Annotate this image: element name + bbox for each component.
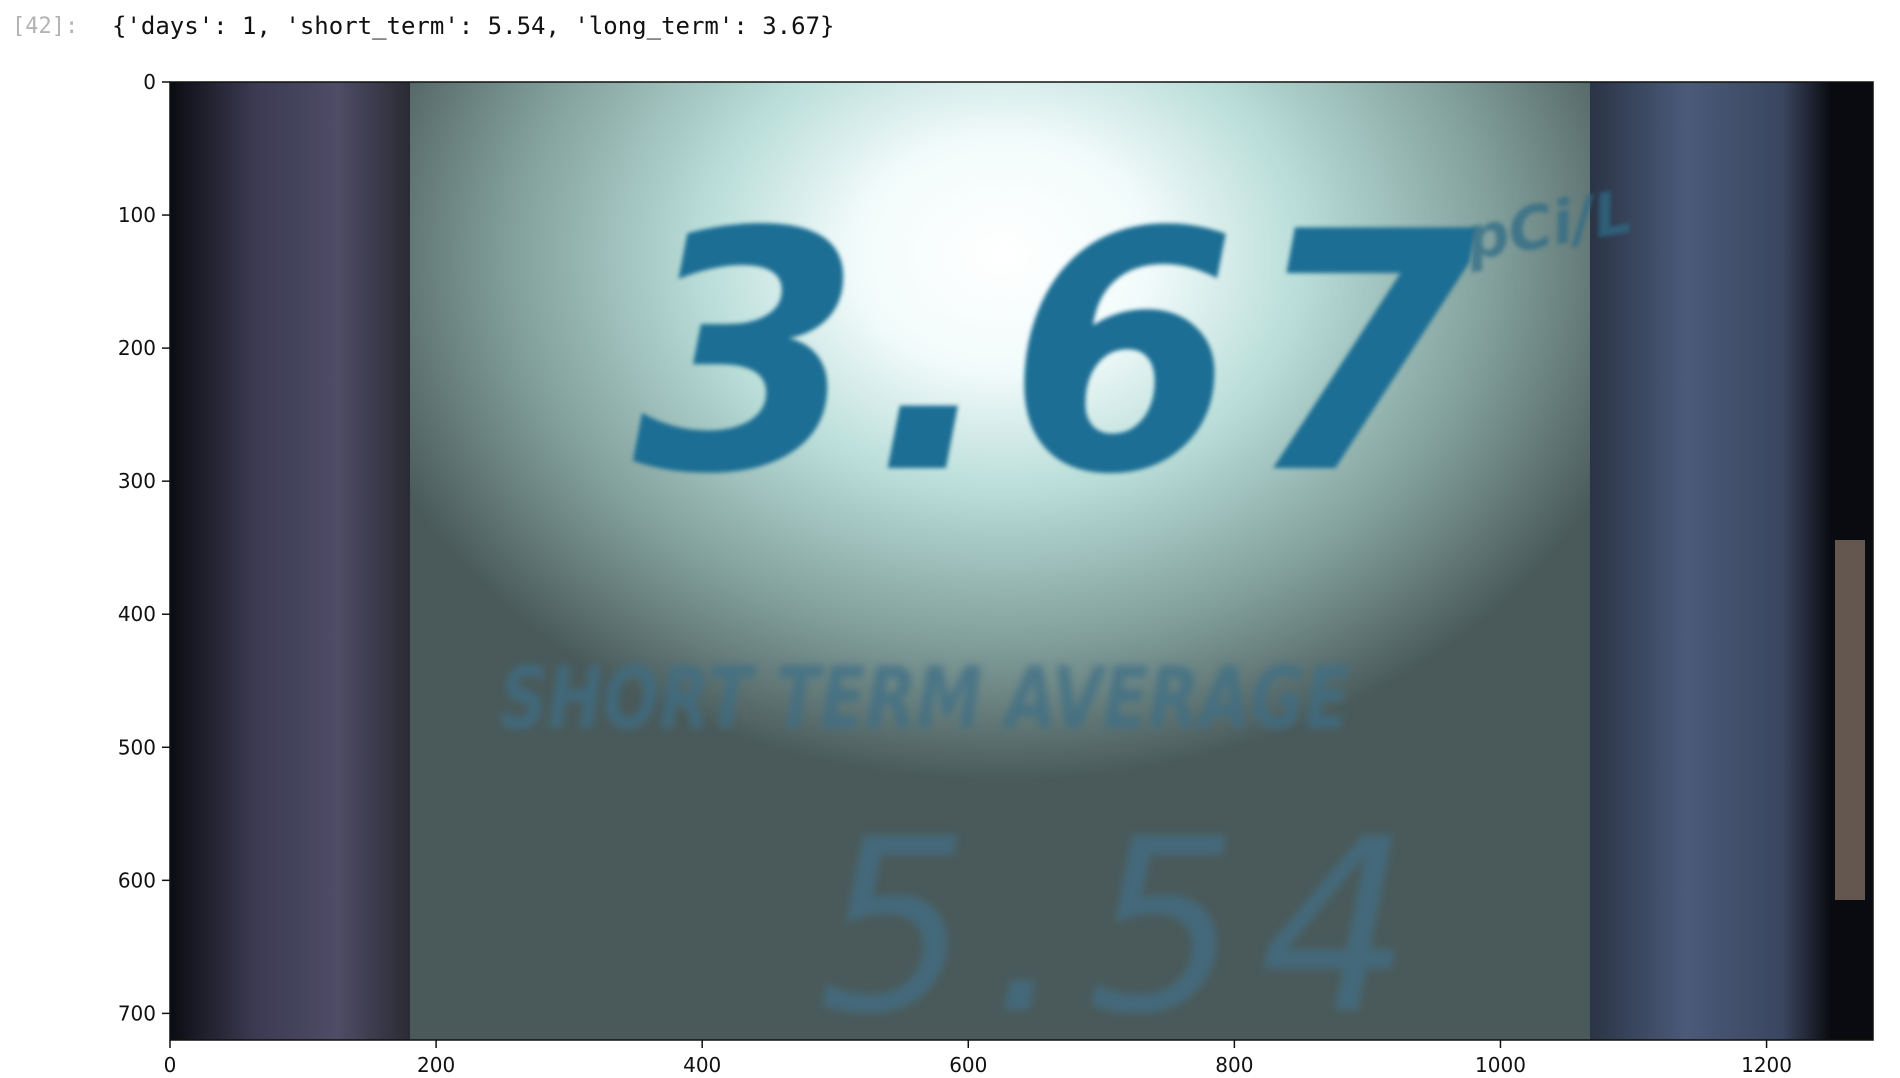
y-axis: 0 100 200 300 400 500 600 700 xyxy=(118,70,170,1025)
y-tick-label: 200 xyxy=(118,336,156,360)
x-tick-label: 1000 xyxy=(1475,1053,1526,1077)
y-tick-label: 500 xyxy=(118,735,156,759)
x-tick-label: 200 xyxy=(417,1053,455,1077)
x-axis: 0 200 400 600 800 1000 1200 xyxy=(164,1040,1792,1077)
y-tick-label: 300 xyxy=(118,469,156,493)
meter-photo: 3.67 pCi/L SHORT TERM AVERAGE 5.54 xyxy=(170,82,1873,1067)
x-tick-label: 0 xyxy=(164,1053,177,1077)
x-tick-label: 800 xyxy=(1215,1053,1253,1077)
x-tick-label: 600 xyxy=(949,1053,987,1077)
secondary-reading: 5.54 xyxy=(818,787,1432,1067)
axes-frame xyxy=(169,81,1874,1041)
y-tick-label: 400 xyxy=(118,602,156,626)
svg-text:3.67: 3.67 xyxy=(633,162,1487,546)
x-tick-label: 1200 xyxy=(1741,1053,1792,1077)
cell-prompt: [42]: xyxy=(12,14,79,39)
x-tick-label: 400 xyxy=(683,1053,721,1077)
main-reading: 3.67 xyxy=(633,162,1487,546)
y-tick-label: 600 xyxy=(118,868,156,892)
short-term-label: SHORT TERM AVERAGE xyxy=(500,649,1350,749)
y-tick-label: 700 xyxy=(118,1001,156,1025)
output-dict-text: {'days': 1, 'short_term': 5.54, 'long_te… xyxy=(112,12,835,40)
y-tick-label: 0 xyxy=(143,70,156,94)
y-tick-label: 100 xyxy=(118,203,156,227)
